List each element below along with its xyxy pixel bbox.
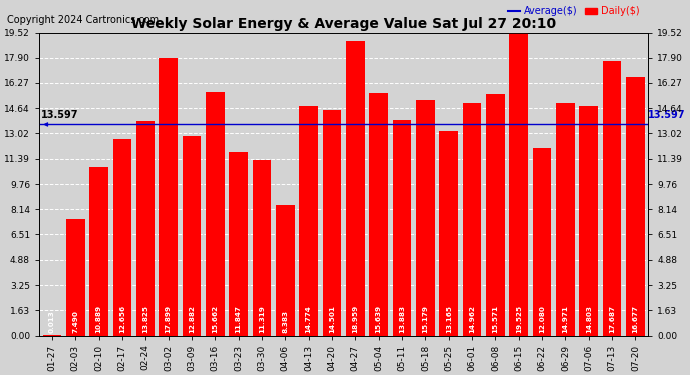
Bar	[509, 32, 528, 336]
Text: 14.774: 14.774	[306, 306, 312, 333]
Bar	[183, 136, 201, 336]
Text: 13.597: 13.597	[649, 110, 686, 120]
Text: 15.662: 15.662	[213, 305, 218, 333]
Bar	[626, 76, 645, 336]
Bar	[66, 219, 85, 336]
Text: 16.677: 16.677	[633, 305, 638, 333]
Bar	[253, 160, 271, 336]
Bar	[112, 139, 131, 336]
Bar	[229, 152, 248, 336]
Text: 12.656: 12.656	[119, 305, 125, 333]
Text: 18.959: 18.959	[353, 305, 358, 333]
Bar	[486, 94, 505, 336]
Title: Weekly Solar Energy & Average Value Sat Jul 27 20:10: Weekly Solar Energy & Average Value Sat …	[131, 17, 556, 32]
Bar	[276, 206, 295, 336]
Bar	[346, 41, 365, 336]
Text: 14.971: 14.971	[562, 305, 569, 333]
Text: 15.571: 15.571	[493, 305, 498, 333]
Text: 15.179: 15.179	[422, 305, 428, 333]
Bar	[299, 106, 318, 336]
Bar	[556, 103, 575, 336]
Text: 14.962: 14.962	[469, 305, 475, 333]
Text: 0.013: 0.013	[49, 310, 55, 333]
Text: 17.687: 17.687	[609, 305, 615, 333]
Text: 13.165: 13.165	[446, 305, 452, 333]
Text: 13.825: 13.825	[142, 305, 148, 333]
Bar	[440, 131, 458, 336]
Text: 12.882: 12.882	[189, 305, 195, 333]
Bar	[323, 110, 342, 336]
Text: 13.883: 13.883	[399, 305, 405, 333]
Bar	[136, 121, 155, 336]
Text: 11.319: 11.319	[259, 305, 265, 333]
Bar	[603, 61, 622, 336]
Text: 10.889: 10.889	[96, 305, 101, 333]
Text: 13.597: 13.597	[41, 110, 79, 120]
Bar	[533, 148, 551, 336]
Text: 14.803: 14.803	[586, 305, 592, 333]
Bar	[393, 120, 411, 336]
Bar	[416, 100, 435, 336]
Text: 12.080: 12.080	[539, 305, 545, 333]
Legend: Average($), Daily($): Average($), Daily($)	[504, 3, 644, 20]
Text: 19.525: 19.525	[516, 305, 522, 333]
Text: 11.847: 11.847	[236, 305, 241, 333]
Bar	[580, 106, 598, 336]
Text: 14.501: 14.501	[329, 305, 335, 333]
Bar	[89, 166, 108, 336]
Text: 8.383: 8.383	[282, 310, 288, 333]
Bar	[159, 58, 178, 336]
Text: 15.639: 15.639	[376, 305, 382, 333]
Bar	[463, 103, 482, 336]
Text: 7.490: 7.490	[72, 310, 78, 333]
Bar	[206, 92, 225, 336]
Text: Copyright 2024 Cartronics.com: Copyright 2024 Cartronics.com	[7, 15, 159, 25]
Text: 17.899: 17.899	[166, 305, 172, 333]
Bar	[369, 93, 388, 336]
